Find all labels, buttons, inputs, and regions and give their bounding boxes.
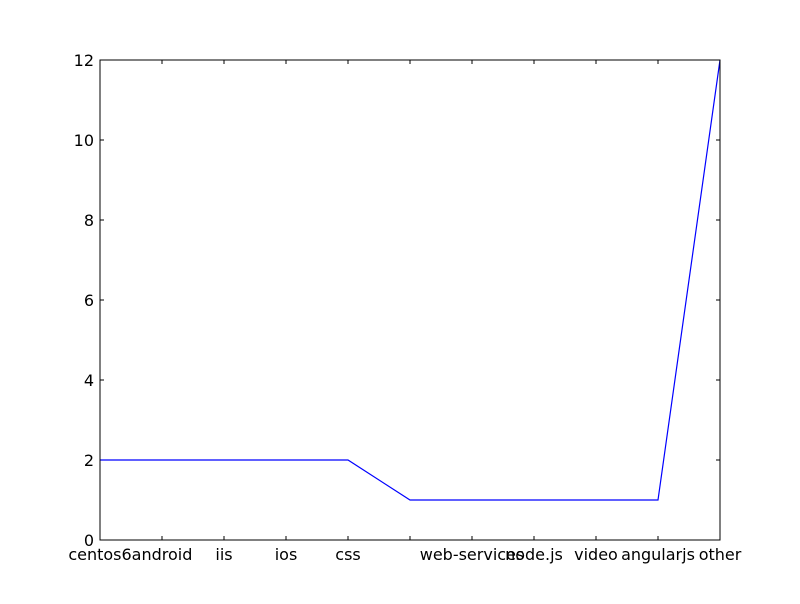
x-tick-label: ios — [275, 545, 298, 564]
y-tick-label: 12 — [74, 51, 94, 70]
series-group — [100, 59, 721, 501]
plot-frame — [99, 59, 721, 541]
y-axis-ticks: 0 2 4 6 8 10 12 — [74, 51, 720, 550]
x-tick-label: css — [335, 545, 360, 564]
x-tick-label: angularjs — [621, 545, 695, 564]
y-tick-label: 2 — [84, 451, 94, 470]
x-tick-label: centos6 — [68, 545, 131, 564]
y-tick-label: 0 — [84, 531, 94, 550]
x-tick-label: android — [132, 545, 193, 564]
x-tick-label: iis — [215, 545, 232, 564]
x-axis-ticks: centos6 android iis ios css web-servicesnode.… — [68, 60, 742, 564]
series-line — [100, 59, 721, 501]
x-tick-label: web-services — [420, 545, 525, 564]
y-tick-label: 8 — [84, 211, 94, 230]
x-tick-label: other — [699, 545, 742, 564]
x-tick-label: video — [574, 545, 618, 564]
x-tick-label: node.js — [505, 545, 563, 564]
y-tick-label: 4 — [84, 371, 94, 390]
y-tick-label: 10 — [74, 131, 94, 150]
y-tick-label: 6 — [84, 291, 94, 310]
